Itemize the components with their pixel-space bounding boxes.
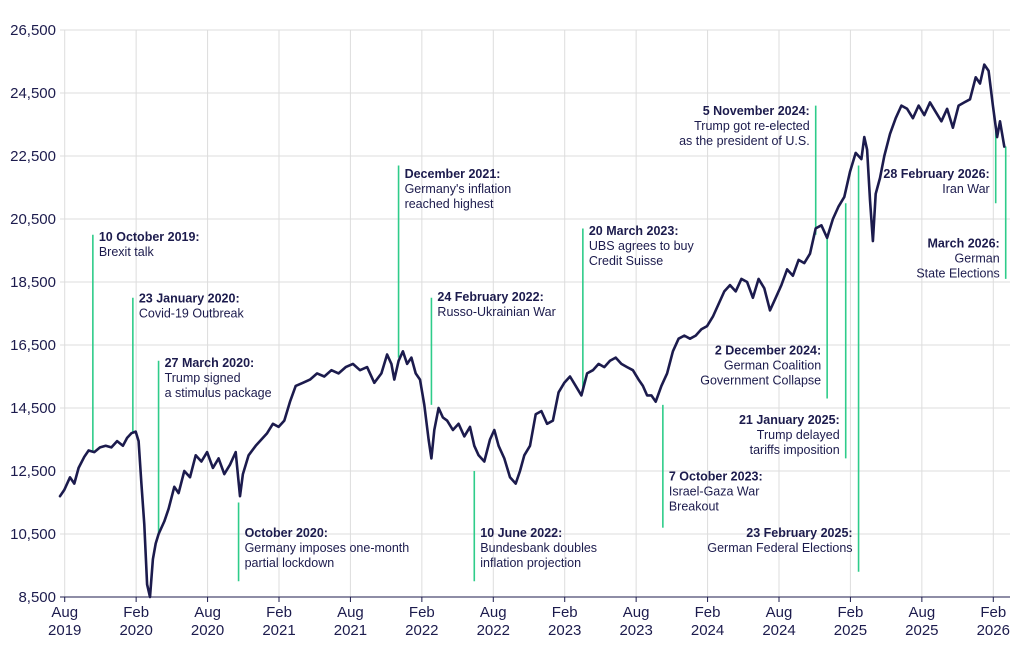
y-tick-label: 10,500 bbox=[10, 526, 56, 543]
y-tick-label: 22,500 bbox=[10, 148, 56, 165]
annotation-title: 7 October 2023: bbox=[669, 469, 763, 483]
annotation-text: Bundesbank doubles bbox=[480, 541, 597, 555]
x-tick-label-month: Feb bbox=[266, 604, 292, 621]
annotation-title: 23 January 2020: bbox=[139, 291, 240, 305]
annotation-title: 10 June 2022: bbox=[480, 526, 562, 540]
annotation-text: as the president of U.S. bbox=[679, 134, 810, 148]
x-tick-label-year: 2019 bbox=[48, 622, 81, 639]
annotation-title: 23 February 2025: bbox=[746, 526, 852, 540]
x-tick-label-month: Aug bbox=[51, 604, 78, 621]
annotation-text: reached highest bbox=[405, 197, 494, 211]
x-tick-label-year: 2020 bbox=[191, 622, 224, 639]
annotation-text: Trump delayed bbox=[757, 428, 840, 442]
gridlines bbox=[60, 29, 1010, 598]
series-layer bbox=[58, 63, 1006, 599]
annotation-text: Israel-Gaza War bbox=[669, 484, 760, 498]
x-tick-label-month: Feb bbox=[980, 604, 1006, 621]
annotation-text: Government Collapse bbox=[700, 373, 821, 387]
annotation-text: Brexit talk bbox=[99, 245, 155, 259]
series-line bbox=[58, 63, 1006, 599]
annotation-text: Germany imposes one-month bbox=[245, 541, 410, 555]
annotation-title: December 2021: bbox=[405, 167, 501, 181]
x-tick-label-year: 2020 bbox=[119, 622, 152, 639]
annotation-text: tariffs imposition bbox=[750, 443, 840, 457]
annotation-title: 24 February 2022: bbox=[437, 290, 543, 304]
x-tick-label-year: 2023 bbox=[548, 622, 581, 639]
x-tick-label-month: Aug bbox=[337, 604, 364, 621]
y-tick-label: 12,500 bbox=[10, 463, 56, 480]
x-tick-label-year: 2025 bbox=[834, 622, 867, 639]
y-tick-label: 16,500 bbox=[10, 337, 56, 354]
annotation-title: 21 January 2025: bbox=[739, 413, 840, 427]
x-tick-label-year: 2026 bbox=[977, 622, 1010, 639]
x-tick-label-year: 2022 bbox=[477, 622, 510, 639]
annotation-title: 28 February 2026: bbox=[883, 167, 989, 181]
y-tick-label: 18,500 bbox=[10, 274, 56, 291]
annotation-labels: 10 October 2019:Brexit talk 23 January 20… bbox=[99, 104, 1000, 570]
annotation-title: 2 December 2024: bbox=[715, 343, 821, 357]
annotation-text: German bbox=[955, 251, 1000, 265]
y-tick-label: 24,500 bbox=[10, 85, 56, 102]
annotation-title: 27 March 2020: bbox=[165, 356, 255, 370]
y-axis: 8,500 10,500 12,500 14,500 16,500 18,500 20,50… bbox=[10, 22, 56, 606]
annotation-title: 10 October 2019: bbox=[99, 230, 200, 244]
annotation-text: a stimulus package bbox=[165, 386, 272, 400]
annotation-title: October 2020: bbox=[245, 526, 328, 540]
annotation-text: German Federal Elections bbox=[707, 541, 852, 555]
x-tick-label-year: 2022 bbox=[405, 622, 438, 639]
x-tick-label-year: 2021 bbox=[262, 622, 295, 639]
annotation-text: Trump got re-elected bbox=[694, 119, 810, 133]
x-tick-label-month: Aug bbox=[909, 604, 936, 621]
x-tick-label-month: Feb bbox=[123, 604, 149, 621]
y-tick-label: 8,500 bbox=[18, 589, 56, 606]
x-tick-label-month: Feb bbox=[837, 604, 863, 621]
annotation-text: Russo-Ukrainian War bbox=[437, 305, 555, 319]
x-tick-label-month: Aug bbox=[194, 604, 221, 621]
y-tick-label: 14,500 bbox=[10, 400, 56, 417]
annotation-text: German Coalition bbox=[724, 358, 821, 372]
annotation-text: State Elections bbox=[916, 266, 999, 280]
annotation-text: Credit Suisse bbox=[589, 254, 663, 268]
y-tick-label: 20,500 bbox=[10, 211, 56, 228]
x-tick-label-month: Feb bbox=[695, 604, 721, 621]
x-tick-label-year: 2025 bbox=[905, 622, 938, 639]
annotation-text: Covid-19 Outbreak bbox=[139, 306, 245, 320]
x-tick-label-month: Feb bbox=[552, 604, 578, 621]
x-tick-label-year: 2023 bbox=[619, 622, 652, 639]
x-tick-label-year: 2024 bbox=[691, 622, 724, 639]
annotation-text: Breakout bbox=[669, 499, 720, 513]
annotation-text: Trump signed bbox=[165, 371, 241, 385]
annotation-title: March 2026: bbox=[927, 236, 999, 250]
annotation-title: 5 November 2024: bbox=[703, 104, 810, 118]
x-tick-label-year: 2024 bbox=[762, 622, 795, 639]
x-axis: Aug2019Feb2020Aug2020Feb2021Aug2021Feb20… bbox=[48, 596, 1010, 639]
y-tick-label: 26,500 bbox=[10, 22, 56, 39]
x-tick-label-month: Aug bbox=[480, 604, 507, 621]
x-tick-label-month: Aug bbox=[766, 604, 793, 621]
annotation-text: Iran War bbox=[942, 182, 989, 196]
annotation-text: UBS agrees to buy bbox=[589, 239, 695, 253]
x-tick-label-year: 2021 bbox=[334, 622, 367, 639]
annotation-lines bbox=[92, 105, 1007, 582]
x-tick-label-month: Feb bbox=[409, 604, 435, 621]
annotation-text: partial lockdown bbox=[245, 556, 335, 570]
annotation-text: Germany's inflation bbox=[405, 182, 512, 196]
x-tick-label-month: Aug bbox=[623, 604, 650, 621]
annotation-text: inflation projection bbox=[480, 556, 581, 570]
annotation-title: 20 March 2023: bbox=[589, 224, 679, 238]
